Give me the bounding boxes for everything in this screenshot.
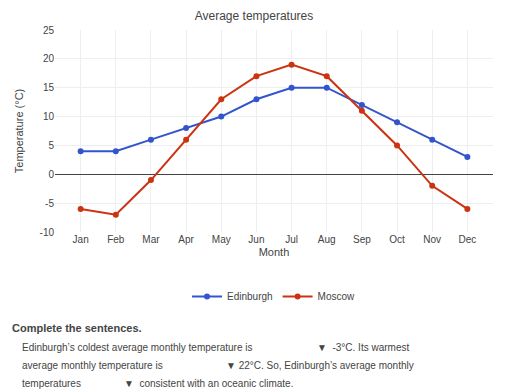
svg-text:-10: -10 (40, 227, 55, 238)
svg-text:Dec: Dec (458, 234, 476, 245)
svg-text:Mar: Mar (142, 234, 160, 245)
svg-text:Jan: Jan (73, 234, 89, 245)
svg-text:Feb: Feb (107, 234, 125, 245)
svg-text:25: 25 (43, 25, 55, 36)
svg-text:Complete the sentences.: Complete the sentences. (12, 322, 142, 334)
svg-text:Average temperatures: Average temperatures (195, 9, 314, 23)
svg-text:Oct: Oct (389, 234, 405, 245)
svg-text:temperatures: temperatures (22, 378, 81, 389)
svg-text:20: 20 (43, 53, 55, 64)
svg-text:-5: -5 (45, 198, 54, 209)
svg-text:5: 5 (48, 140, 54, 151)
svg-text:May: May (212, 234, 231, 245)
svg-text:▼ consistent with an oceanic: ▼ consistent with an oceanic climate. (124, 378, 293, 389)
svg-text:Apr: Apr (178, 234, 194, 245)
svg-text:Nov: Nov (423, 234, 441, 245)
svg-text:Sep: Sep (353, 234, 371, 245)
svg-text:15: 15 (43, 82, 55, 93)
svg-text:Edinburgh’s coldest average mo: Edinburgh’s coldest average monthly temp… (22, 342, 253, 353)
svg-text:▼ -3°C. Its warmest: ▼ -3°C. Its warmest (317, 342, 409, 353)
svg-text:Aug: Aug (318, 234, 336, 245)
svg-text:Month: Month (259, 246, 290, 258)
svg-text:Jun: Jun (248, 234, 264, 245)
svg-text:Edinburgh: Edinburgh (227, 291, 273, 302)
svg-text:Moscow: Moscow (318, 291, 355, 302)
svg-text:0: 0 (48, 169, 54, 180)
svg-text:average monthly temperature is: average monthly temperature is (22, 360, 163, 371)
svg-text:Temperature (°C): Temperature (°C) (13, 89, 25, 173)
svg-text:10: 10 (43, 111, 55, 122)
svg-text:▼ 22°C. So, Edinburgh’s averag: ▼ 22°C. So, Edinburgh’s average monthly (226, 360, 414, 371)
svg-text:Jul: Jul (285, 234, 298, 245)
